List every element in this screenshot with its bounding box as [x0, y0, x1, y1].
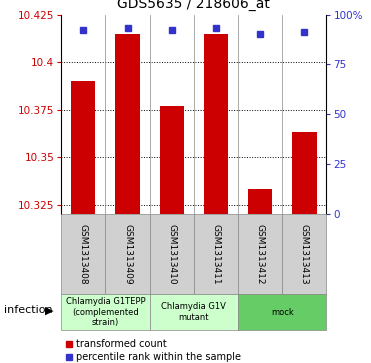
Bar [71, 81, 95, 214]
Text: GSM1313409: GSM1313409 [123, 224, 132, 285]
Text: Chlamydia G1V
mutant: Chlamydia G1V mutant [161, 302, 226, 322]
Bar [238, 294, 326, 330]
Text: GSM1313408: GSM1313408 [79, 224, 88, 285]
Bar [160, 106, 184, 214]
Legend: transformed count, percentile rank within the sample: transformed count, percentile rank withi… [62, 335, 245, 363]
Text: GSM1313412: GSM1313412 [256, 224, 265, 284]
Title: GDS5635 / 218606_at: GDS5635 / 218606_at [117, 0, 270, 11]
Bar [248, 189, 272, 214]
Text: ▶: ▶ [45, 305, 54, 315]
Bar [292, 132, 316, 214]
Bar [61, 294, 150, 330]
Bar [204, 33, 228, 214]
Bar [194, 214, 238, 294]
Bar [282, 214, 326, 294]
Bar [150, 294, 238, 330]
Bar [150, 214, 194, 294]
Bar [238, 214, 282, 294]
Bar [105, 214, 150, 294]
Text: GSM1313410: GSM1313410 [167, 224, 176, 285]
Text: mock: mock [271, 308, 293, 317]
Text: GSM1313413: GSM1313413 [300, 224, 309, 285]
Bar [61, 214, 105, 294]
Text: GSM1313411: GSM1313411 [211, 224, 220, 285]
Text: infection: infection [4, 305, 52, 315]
Bar [115, 33, 140, 214]
Text: Chlamydia G1TEPP
(complemented
strain): Chlamydia G1TEPP (complemented strain) [66, 297, 145, 327]
